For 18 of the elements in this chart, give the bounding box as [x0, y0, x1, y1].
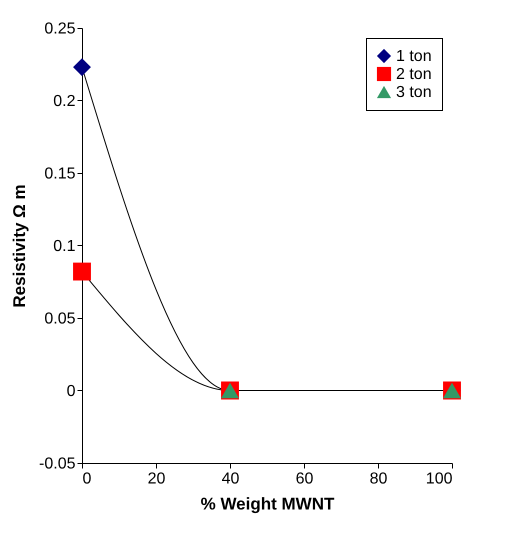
x-tick-label: 40 — [222, 470, 240, 488]
x-tick-label: 0 — [82, 470, 92, 488]
x-tick-label: 20 — [148, 470, 166, 488]
x-tick-label: 80 — [370, 470, 388, 488]
y-tick-label: -0.05 — [39, 456, 76, 472]
y-tick-label: 0.1 — [53, 238, 76, 255]
x-tick-label: 100 — [426, 470, 453, 488]
y-tick-label: 0 — [66, 383, 76, 400]
x-tick-label: 60 — [296, 470, 314, 488]
x-axis-title: % Weight MWNT — [200, 494, 335, 514]
y-tick-label: 0.2 — [53, 93, 76, 110]
y-axis-title: Resistivity Ω m — [10, 184, 30, 308]
legend-label: 1 ton — [396, 48, 432, 65]
y-tick-label: 0.05 — [44, 310, 76, 328]
y-tick-label: 0.25 — [44, 20, 76, 38]
legend-label: 3 ton — [396, 84, 432, 101]
y-tick-label: 0.15 — [44, 166, 76, 182]
legend-label: 2 ton — [396, 66, 432, 83]
